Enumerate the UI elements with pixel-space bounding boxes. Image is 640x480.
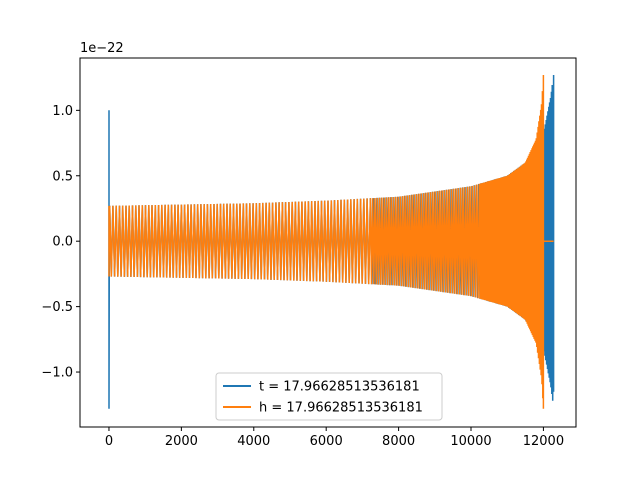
- x-tick-label: 10000: [450, 434, 491, 449]
- legend-box: [215, 372, 443, 421]
- y-tick-label: 0.5: [52, 169, 73, 184]
- y-axis: −1.0 −0.5 0.0 0.5 1.0: [41, 104, 80, 381]
- y-tick-label: 0.0: [52, 235, 73, 250]
- y-tick-label: −0.5: [41, 300, 73, 315]
- legend: t = 17.96628513536181 h = 17.966285135361…: [215, 372, 443, 421]
- x-tick-label: 0: [105, 434, 113, 449]
- legend-label: t = 17.96628513536181: [259, 380, 420, 395]
- series-line-2: [108, 74, 554, 409]
- x-tick-label: 4000: [237, 434, 270, 449]
- legend-label: h = 17.96628513536181: [259, 401, 423, 416]
- x-tick-label: 8000: [382, 434, 415, 449]
- plot-area: [79, 57, 577, 428]
- x-tick-label: 6000: [310, 434, 343, 449]
- y-tick-label: −1.0: [41, 366, 73, 381]
- x-tick-label: 12000: [523, 434, 564, 449]
- x-tick-label: 2000: [165, 434, 198, 449]
- plot-frame: [79, 57, 577, 428]
- y-offset-label: 1e−22: [80, 41, 124, 56]
- y-tick-label: 1.0: [52, 104, 73, 119]
- x-axis: 0 2000 4000 6000 8000 10000 12000: [105, 427, 564, 449]
